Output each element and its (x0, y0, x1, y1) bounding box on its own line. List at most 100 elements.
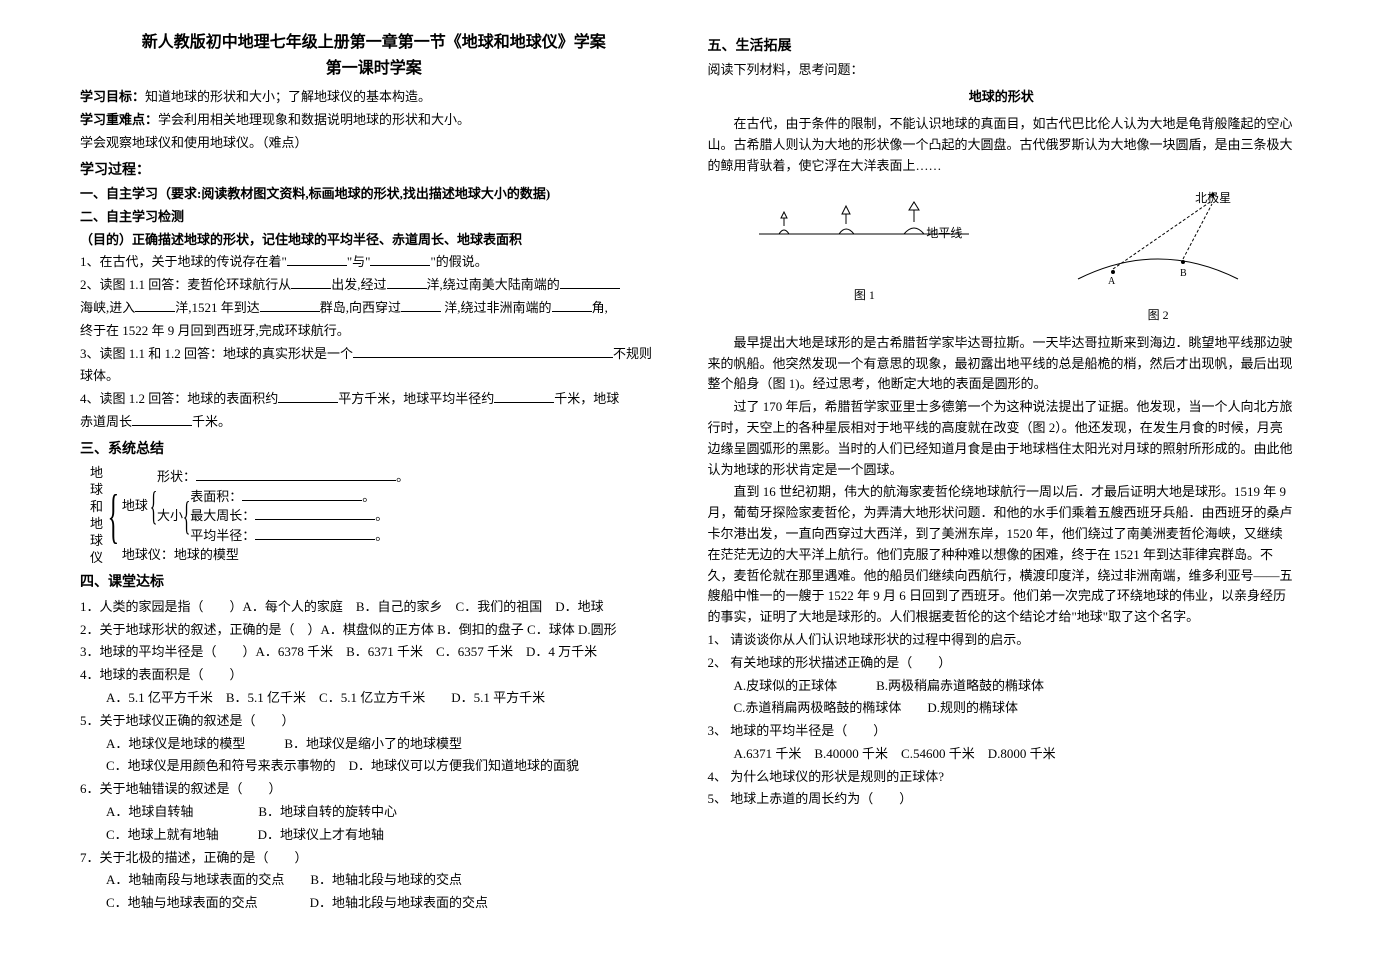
text: 海峡,进入 (80, 300, 135, 315)
blank[interactable] (387, 275, 427, 289)
left-column: 新人教版初中地理七年级上册第一章第一节《地球和地球仪》学案 第一课时学案 学习目… (60, 30, 688, 941)
q6a: A．地球自转轴 B．地球自转的旋转中心 (80, 802, 668, 823)
rq3a: A.6371 千米 B.40000 千米 C.54600 千米 D.8000 千… (708, 744, 1296, 765)
svg-text:A: A (1108, 276, 1116, 284)
blank[interactable] (353, 344, 613, 358)
blank[interactable] (255, 526, 375, 540)
size-label: 大小 (157, 506, 183, 526)
keypoint-line: 学习重难点：学会利用相关地理现象和数据说明地球的形状和大小。 (80, 110, 668, 131)
text: "与" (347, 254, 371, 269)
fig2-caption: 图 2 (1148, 306, 1169, 325)
rq5: 5、 地球上赤道的周长约为（ ） (708, 789, 1296, 810)
material-heading: 地球的形状 (708, 87, 1296, 108)
text: 洋,绕过非洲南端的 (441, 300, 552, 315)
q-line-2: 2、读图 1.1 回答：麦哲伦环球航行从 出发,经过 洋,绕过南美大陆南端的 (80, 275, 668, 296)
blank[interactable] (291, 275, 331, 289)
blank[interactable] (135, 298, 175, 312)
blank[interactable] (494, 389, 554, 403)
q5a: A．地球仪是地球的模型 B．地球仪是缩小了的地球模型 (80, 734, 668, 755)
section-5: 五、生活拓展 (708, 36, 1296, 58)
fig1-caption: 图 1 (854, 286, 875, 305)
svg-text:B: B (1180, 268, 1187, 279)
rad-row: 平均半径：。 (190, 526, 388, 546)
area-row: 表面积：。 (190, 487, 388, 507)
q-line-2c: 终于在 1522 年 9 月回到西班牙,完成环球航行。 (80, 321, 668, 342)
text: 2、读图 1.1 回答：麦哲伦环球航行从 (80, 277, 291, 292)
q-line-3: 3、读图 1.1 和 1.2 回答：地球的真实形状是一个不规则 (80, 344, 668, 365)
q4-opts: A．5.1 亿平方千米 B．5.1 亿千米 C．5.1 亿立方千米 D．5.1 … (80, 688, 668, 709)
q-line-3b: 球体。 (80, 366, 668, 387)
globe-line: 地球仪：地球的模型 (122, 545, 409, 565)
text: 千米，地球 (554, 391, 619, 406)
q6b: C．地球上就有地轴 D．地球仪上才有地轴 (80, 825, 668, 846)
rq3: 3、 地球的平均半径是（ ） (708, 721, 1296, 742)
blank[interactable] (370, 252, 430, 266)
text: 表面积： (190, 489, 242, 504)
outer-label: 地球和地球仪 (90, 465, 105, 566)
rq2a: A.皮球似的正球体 B.两极稍扁赤道略鼓的椭球体 (708, 676, 1296, 697)
summary-brace: 地球和地球仪 { 地球 { 形状：。 大小 { 表面积： (90, 465, 668, 566)
section-1: 一、自主学习（要求:阅读教材图文资料,标画地球的形状,找出描述地球大小的数据) (80, 184, 668, 205)
q1: 1．人类的家园是指（ ）A．每个人的家庭 B．自己的家乡 C．我们的祖国 D．地… (80, 597, 668, 618)
brace-icon: { (183, 496, 191, 536)
text: 洋,绕过南美大陆南端的 (427, 277, 560, 292)
figure-1: 地平线 图 1 (754, 184, 974, 324)
blank[interactable] (260, 298, 320, 312)
blank[interactable] (552, 298, 592, 312)
blank[interactable] (255, 506, 375, 520)
brace-icon: { (150, 486, 158, 526)
para-1: 在古代，由于条件的限制，不能认识地球的真面目，如古代巴比伦人认为大地是龟背般隆起… (708, 114, 1296, 176)
blank[interactable] (196, 467, 396, 481)
q-line-1: 1、在古代，关于地球的传说存在着" "与" "的假说。 (80, 252, 668, 273)
text: 出发,经过 (331, 277, 386, 292)
text: "的假说。 (430, 254, 487, 269)
goal-text: 知道地球的形状和大小；了解地球仪的基本构造。 (145, 89, 431, 104)
rq2b: C.赤道稍扁两极略鼓的椭球体 D.规则的椭球体 (708, 698, 1296, 719)
text: 1、在古代，关于地球的传说存在着" (80, 254, 287, 269)
q7b: C．地轴与地球表面的交点 D．地轴北段与地球表面的交点 (80, 893, 668, 914)
blank[interactable] (401, 298, 441, 312)
para-2: 最早提出大地是球形的是古希腊哲学家毕达哥拉斯。一天毕达哥拉斯来到海边．眺望地平线… (708, 333, 1296, 395)
rq2: 2、 有关地球的形状描述正确的是（ ） (708, 653, 1296, 674)
intro: 阅读下列材料，思考问题： (708, 60, 1296, 81)
text: 不规则 (613, 346, 652, 361)
text: 4、读图 1.2 回答：地球的表面积约 (80, 391, 278, 406)
blank[interactable] (287, 252, 347, 266)
q7a: A．地轴南段与地球表面的交点 B．地轴北段与地球的交点 (80, 870, 668, 891)
q6: 6．关于地轴错误的叙述是（ ） (80, 779, 668, 800)
section-2: 二、自主学习检测 (80, 207, 668, 228)
section-2-aim: （目的）正确描述地球的形状，记住地球的平均半径、赤道周长、地球表面积 (80, 230, 668, 251)
text: 角, (592, 300, 608, 315)
process-label: 学习过程： (80, 160, 668, 182)
figure-2: ✦ A B 北极星 图 2 (1068, 184, 1248, 324)
brace-icon: { (108, 486, 120, 546)
goal-line: 学习目标：知道地球的形状和大小；了解地球仪的基本构造。 (80, 87, 668, 108)
main-title: 新人教版初中地理七年级上册第一章第一节《地球和地球仪》学案 (80, 30, 668, 56)
blank[interactable] (278, 389, 338, 403)
blank[interactable] (242, 487, 362, 501)
q5: 5．关于地球仪正确的叙述是（ ） (80, 711, 668, 732)
q4: 4．地球的表面积是（ ） (80, 665, 668, 686)
keypoint-label: 学习重难点： (80, 112, 158, 127)
blank[interactable] (132, 412, 192, 426)
para-4: 直到 16 世纪初期，伟大的航海家麦哲伦绕地球航行一周以后．才最后证明大地是球形… (708, 482, 1296, 628)
q2: 2．关于地球形状的叙述，正确的是（ ）A．棋盘似的正方体 B．倒扣的盘子 C．球… (80, 620, 668, 641)
fig2-label: 北极星 (1195, 189, 1231, 208)
figures: 地平线 图 1 ✦ A B 北极星 图 2 (708, 184, 1296, 324)
q-line-4b: 赤道周长千米。 (80, 412, 668, 433)
rq1: 1、 请谈谈你从人们认识地球形状的过程中得到的启示。 (708, 630, 1296, 651)
text: 平方千米，地球平均半径约 (338, 391, 494, 406)
blank[interactable] (560, 275, 620, 289)
q-line-2b: 海峡,进入洋,1521 年到达群岛,向西穿过 洋,绕过非洲南端的角, (80, 298, 668, 319)
q3: 3．地球的平均半径是（ ）A．6378 千米 B．6371 千米 C．6357 … (80, 642, 668, 663)
q7: 7．关于北极的描述，正确的是（ ） (80, 848, 668, 869)
fig1-label: 地平线 (926, 224, 962, 243)
right-column: 五、生活拓展 阅读下列材料，思考问题： 地球的形状 在古代，由于条件的限制，不能… (688, 30, 1316, 941)
keypoint-text: 学会利用相关地理现象和数据说明地球的形状和大小。 (158, 112, 470, 127)
q-line-4: 4、读图 1.2 回答：地球的表面积约 平方千米，地球平均半径约 千米，地球 (80, 389, 668, 410)
text: 赤道周长 (80, 414, 132, 429)
text: 形状： (157, 469, 196, 484)
para-3: 过了 170 年后，希腊哲学家亚里士多德第一个为这种说法提出了证据。他发现，当一… (708, 397, 1296, 480)
text: 洋,1521 年到达 (175, 300, 260, 315)
keypoint-text2: 学会观察地球仪和使用地球仪。（难点） (80, 133, 668, 154)
